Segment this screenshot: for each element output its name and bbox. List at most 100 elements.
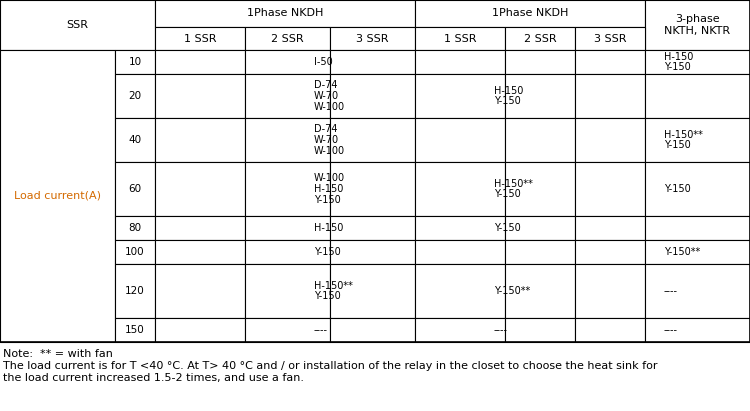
Text: 40: 40 <box>128 135 142 145</box>
Bar <box>330 50 415 74</box>
Bar <box>115 318 155 342</box>
Text: Y-150: Y-150 <box>494 223 520 233</box>
Bar <box>575 50 645 74</box>
Bar <box>575 318 645 342</box>
Bar <box>505 240 575 264</box>
Text: H-150**: H-150** <box>664 129 703 140</box>
Text: the load current increased 1.5-2 times, and use a fan.: the load current increased 1.5-2 times, … <box>3 373 304 383</box>
Bar <box>505 118 575 162</box>
Bar <box>155 118 245 162</box>
Bar <box>115 240 155 264</box>
Bar <box>115 162 155 216</box>
Bar <box>645 264 750 318</box>
Text: Y-150: Y-150 <box>664 140 691 150</box>
Text: 2 SSR: 2 SSR <box>272 34 304 44</box>
Bar <box>505 50 575 74</box>
Bar <box>575 240 645 264</box>
Bar <box>415 118 505 162</box>
Bar <box>330 118 415 162</box>
Bar <box>575 162 645 216</box>
Bar <box>330 162 415 216</box>
Text: 10: 10 <box>128 57 142 67</box>
Bar <box>245 74 330 118</box>
Text: 150: 150 <box>125 325 145 335</box>
Text: Y-150: Y-150 <box>494 96 520 106</box>
Bar <box>575 27 645 50</box>
Bar <box>155 240 245 264</box>
Bar <box>0 50 115 342</box>
Text: 60: 60 <box>128 184 142 194</box>
Bar <box>0 0 155 50</box>
Bar <box>505 74 575 118</box>
Text: 120: 120 <box>125 286 145 296</box>
Text: H-150: H-150 <box>494 85 524 96</box>
Bar <box>645 74 750 118</box>
Text: 20: 20 <box>128 91 142 101</box>
Text: ----: ---- <box>664 286 678 296</box>
Text: 100: 100 <box>125 247 145 257</box>
Text: NKTH, NKTR: NKTH, NKTR <box>664 26 730 37</box>
Bar <box>155 264 245 318</box>
Bar <box>505 264 575 318</box>
Bar <box>245 27 330 50</box>
Bar <box>155 216 245 240</box>
Bar <box>245 240 330 264</box>
Bar <box>505 318 575 342</box>
Text: Y-150: Y-150 <box>314 247 340 257</box>
Text: Y-150: Y-150 <box>494 189 520 199</box>
Bar <box>155 27 245 50</box>
Bar <box>575 74 645 118</box>
Text: H-150**: H-150** <box>314 281 352 291</box>
Text: Y-150: Y-150 <box>314 291 340 301</box>
Bar <box>415 318 505 342</box>
Bar <box>645 0 750 50</box>
Text: H-150: H-150 <box>314 184 344 194</box>
Bar <box>330 264 415 318</box>
Bar <box>645 318 750 342</box>
Bar <box>330 318 415 342</box>
Text: SSR: SSR <box>67 20 88 30</box>
Bar <box>115 118 155 162</box>
Bar <box>505 162 575 216</box>
Text: D-74: D-74 <box>314 80 338 90</box>
Text: 1Phase NKDH: 1Phase NKDH <box>492 9 568 18</box>
Text: Y-150: Y-150 <box>664 184 691 194</box>
Text: H-150: H-150 <box>314 223 344 233</box>
Bar <box>330 240 415 264</box>
Bar <box>155 318 245 342</box>
Text: Y-150: Y-150 <box>664 62 691 72</box>
Text: 80: 80 <box>128 223 142 233</box>
Text: W-70: W-70 <box>314 91 339 101</box>
Text: 1 SSR: 1 SSR <box>184 34 216 44</box>
Bar <box>645 216 750 240</box>
Bar <box>245 216 330 240</box>
Bar <box>115 264 155 318</box>
Text: Y-150: Y-150 <box>314 195 340 205</box>
Bar <box>415 0 645 27</box>
Bar <box>415 27 505 50</box>
Text: Y-150**: Y-150** <box>664 247 700 257</box>
Bar <box>245 50 330 74</box>
Text: I-50: I-50 <box>314 57 333 67</box>
Bar <box>115 216 155 240</box>
Text: The load current is for T <40 °C. At T> 40 °C and / or installation of the relay: The load current is for T <40 °C. At T> … <box>3 361 658 371</box>
Text: Load current(A): Load current(A) <box>14 191 101 201</box>
Text: 1Phase NKDH: 1Phase NKDH <box>247 9 323 18</box>
Text: ----: ---- <box>494 325 508 335</box>
Bar <box>575 264 645 318</box>
Bar <box>645 118 750 162</box>
Bar <box>245 318 330 342</box>
Text: Y-150**: Y-150** <box>494 286 530 296</box>
Bar <box>505 216 575 240</box>
Bar <box>245 264 330 318</box>
Bar <box>330 27 415 50</box>
Text: D-74: D-74 <box>314 124 338 134</box>
Text: 1 SSR: 1 SSR <box>444 34 476 44</box>
Bar <box>155 0 415 27</box>
Bar <box>330 74 415 118</box>
Text: 3-phase: 3-phase <box>675 14 720 23</box>
Text: W-100: W-100 <box>314 173 345 183</box>
Bar <box>0 0 750 342</box>
Bar <box>415 240 505 264</box>
Bar <box>505 27 575 50</box>
